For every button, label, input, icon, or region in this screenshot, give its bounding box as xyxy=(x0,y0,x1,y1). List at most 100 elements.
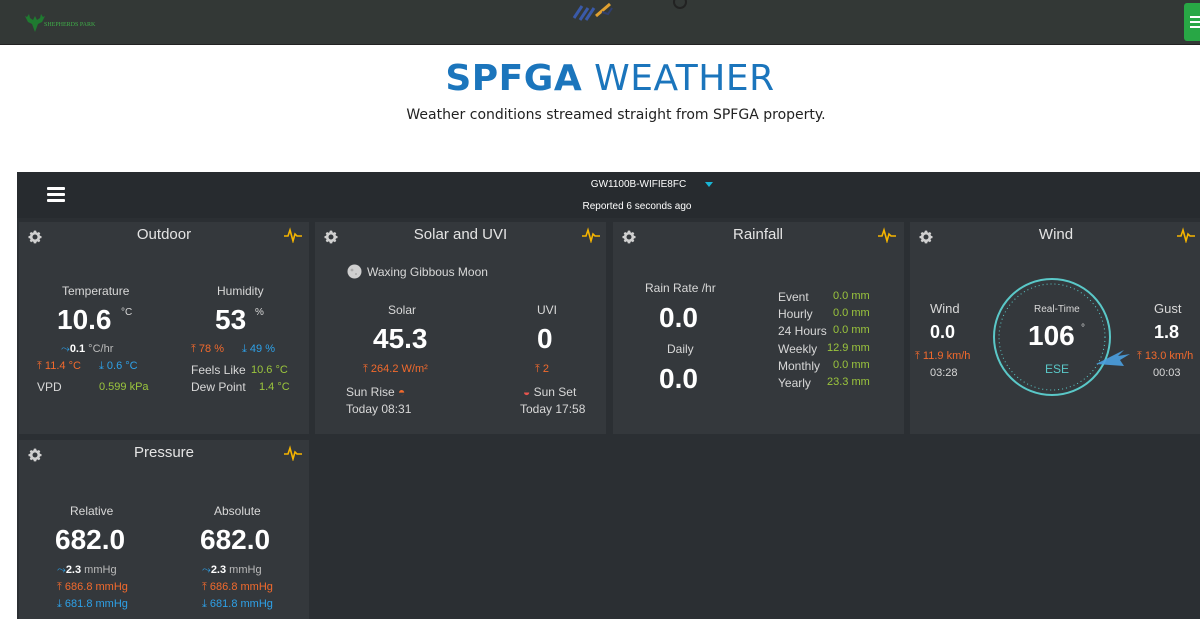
temperature-rate: ⤳0.1 °C/hr xyxy=(61,343,114,355)
sunrise-icon: ◓ xyxy=(398,385,406,399)
trend-icon: ⤳ xyxy=(57,564,66,576)
humidity-value: 53 xyxy=(215,304,247,335)
site-logo[interactable]: SHEPHERDS PARK xyxy=(22,10,112,34)
rain-row-value: 0.0 mm xyxy=(833,307,870,319)
sunset-label: ◒ Sun Set xyxy=(523,385,577,399)
relative-rate: ⤳2.3 mmHg xyxy=(57,564,117,576)
card-title: Rainfall xyxy=(732,226,784,243)
uvi-high: ⤒ 2 xyxy=(535,363,550,375)
wind-value: 0.0 xyxy=(930,322,956,342)
rain-row-value: 0.0 mm xyxy=(833,290,870,302)
chart-pulse-icon[interactable] xyxy=(283,445,303,461)
humidity-unit: % xyxy=(255,307,264,318)
rain-row-label: Event xyxy=(778,290,809,304)
wind-label: Wind xyxy=(930,301,960,316)
wind-high: ⤒ 11.9 km/h xyxy=(915,350,971,362)
uvi-label: UVI xyxy=(537,303,558,317)
gear-icon[interactable] xyxy=(27,229,43,245)
trend-icon: ⤳ xyxy=(61,343,70,355)
deer-logo-icon xyxy=(25,14,45,32)
sunset-time: Today 17:58 xyxy=(520,402,586,416)
relative-value: 682.0 xyxy=(55,524,126,555)
uvi-value: 0 xyxy=(537,323,553,354)
site-menu-button[interactable] xyxy=(1184,3,1200,41)
humidity-high: ⤒ 78 % xyxy=(191,343,224,355)
sunrise-time: Today 08:31 xyxy=(346,402,412,416)
card-title: Wind xyxy=(1038,226,1074,243)
outdoor-card: Outdoor Temperature 10.6 °C ⤳0.1 °C/hr ⤒… xyxy=(19,222,309,434)
caret-down-icon[interactable] xyxy=(705,182,713,187)
chart-pulse-icon[interactable] xyxy=(283,227,303,243)
wind-cardinal: ESE xyxy=(1045,362,1070,376)
chart-pulse-icon[interactable] xyxy=(877,227,897,243)
page-subtitle: Weather conditions streamed straight fro… xyxy=(406,107,826,123)
gear-icon[interactable] xyxy=(918,229,934,245)
wind-direction-unit: ° xyxy=(1081,323,1085,334)
solar-value: 45.3 xyxy=(373,323,428,354)
dew-point-label: Dew Point xyxy=(191,380,246,394)
gear-icon[interactable] xyxy=(27,447,43,463)
relative-high: ⤒ 686.8 mmHg xyxy=(57,581,128,593)
rain-row-label: Hourly xyxy=(778,307,813,321)
vpd-label: VPD xyxy=(37,380,62,394)
solar-high: ⤒ 264.2 W/m² xyxy=(363,363,428,375)
rain-row-value: 12.9 mm xyxy=(827,342,870,354)
rainfall-card: Rainfall Rain Rate /hr 0.0 Daily 0.0 Eve… xyxy=(613,222,904,434)
gust-label: Gust xyxy=(1154,301,1182,316)
humidity-label: Humidity xyxy=(217,284,264,298)
temperature-label: Temperature xyxy=(62,284,130,298)
card-title: Pressure xyxy=(133,444,195,461)
chart-pulse-icon[interactable] xyxy=(581,227,601,243)
wind-card: Wind Wind 0.0 ⤒ 11.9 km/h 03:28 Real-Tim… xyxy=(910,222,1200,434)
trend-icon: ⤳ xyxy=(202,564,211,576)
solar-uvi-card: Solar and UVI Waxing Gibbous Moon Solar … xyxy=(315,222,606,434)
dashboard-header: GW1100B-WIFIE8FC Reported 6 seconds ago xyxy=(17,172,1200,218)
weather-dashboard: GW1100B-WIFIE8FC Reported 6 seconds ago … xyxy=(17,172,1200,619)
gear-icon[interactable] xyxy=(621,229,637,245)
absolute-label: Absolute xyxy=(214,504,261,518)
temperature-high: ⤒ 11.4 °C xyxy=(37,360,81,372)
solar-label: Solar xyxy=(388,303,417,317)
temperature-value: 10.6 xyxy=(57,304,112,335)
wind-high-time: 03:28 xyxy=(930,367,958,379)
gust-high: ⤒ 13.0 km/h xyxy=(1137,350,1194,362)
rain-row-label: Weekly xyxy=(778,342,818,356)
dew-point-value: 1.4 °C xyxy=(259,381,290,393)
site-topbar: SHEPHERDS PARK xyxy=(0,0,1200,45)
pressure-card: Pressure Relative 682.0 ⤳2.3 mmHg ⤒ 686.… xyxy=(19,440,309,619)
rain-row-value: 0.0 mm xyxy=(833,324,870,336)
relative-low: ⤓ 681.8 mmHg xyxy=(57,598,128,610)
gust-value: 1.8 xyxy=(1154,322,1180,342)
rain-rate-value: 0.0 xyxy=(659,302,698,333)
reported-status: Reported 6 seconds ago xyxy=(582,201,692,212)
dashboard-menu-button[interactable] xyxy=(47,187,65,203)
moon-icon xyxy=(347,264,362,279)
feels-like-value: 10.6 °C xyxy=(251,364,288,376)
rain-rate-label: Rain Rate /hr xyxy=(645,281,716,295)
rain-row-label: 24 Hours xyxy=(778,324,827,338)
weather-logo-graphic xyxy=(572,0,687,21)
temperature-unit: °C xyxy=(121,307,133,318)
card-title: Outdoor xyxy=(136,226,192,243)
absolute-rate: ⤳2.3 mmHg xyxy=(202,564,262,576)
relative-label: Relative xyxy=(70,504,114,518)
logo-text: SHEPHERDS PARK xyxy=(44,22,96,28)
temperature-low: ⤓ 0.6 °C xyxy=(99,360,138,372)
absolute-high: ⤒ 686.8 mmHg xyxy=(202,581,273,593)
feels-like-label: Feels Like xyxy=(191,363,246,377)
chart-pulse-icon[interactable] xyxy=(1176,227,1196,243)
moon-phase: Waxing Gibbous Moon xyxy=(367,265,488,279)
rain-daily-value: 0.0 xyxy=(659,363,698,394)
vpd-value: 0.599 kPa xyxy=(99,381,149,393)
absolute-value: 682.0 xyxy=(200,524,271,555)
wind-direction-value: 106 xyxy=(1028,320,1075,351)
device-selector[interactable]: GW1100B-WIFIE8FC xyxy=(590,179,687,190)
humidity-low: ⤓ 49 % xyxy=(242,343,275,355)
gust-high-time: 00:03 xyxy=(1153,367,1181,379)
wind-direction-arrow-icon xyxy=(1096,350,1130,366)
sunrise-label: Sun Rise ◓ xyxy=(346,385,406,399)
realtime-label: Real-Time xyxy=(1034,304,1080,315)
gear-icon[interactable] xyxy=(323,229,339,245)
rain-row-label: Monthly xyxy=(778,359,821,373)
absolute-low: ⤓ 681.8 mmHg xyxy=(202,598,273,610)
